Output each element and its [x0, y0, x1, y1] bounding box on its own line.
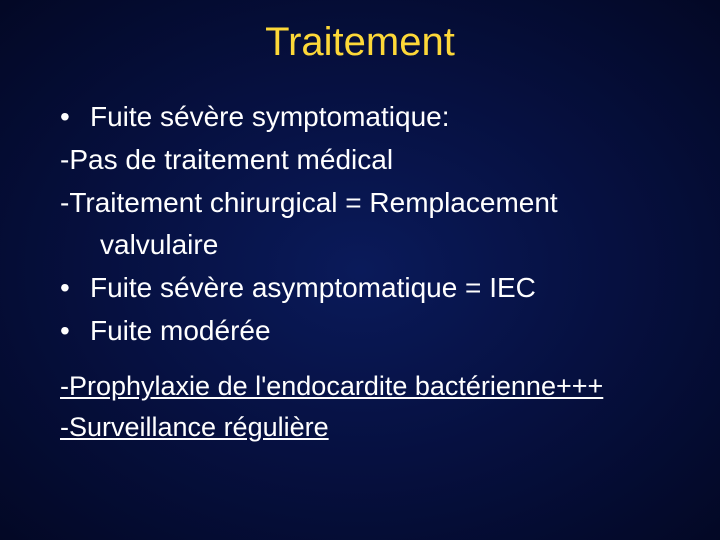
slide-title: Traitement — [50, 18, 670, 66]
dash-item: -Traitement chirurgical = Remplacement — [50, 184, 670, 222]
bullet-text: Fuite sévère symptomatique: — [90, 98, 670, 136]
footer-line: -Surveillance régulière — [50, 409, 670, 445]
slide-body: • Fuite sévère symptomatique: -Pas de tr… — [50, 98, 670, 446]
bullet-text: Fuite modérée — [90, 312, 670, 350]
bullet-item: • Fuite modérée — [50, 312, 670, 350]
bullet-dot-icon: • — [50, 312, 90, 350]
bullet-dot-icon: • — [50, 98, 90, 136]
bullet-item: • Fuite sévère asymptomatique = IEC — [50, 269, 670, 307]
bullet-dot-icon: • — [50, 269, 90, 307]
bullet-text: Fuite sévère asymptomatique = IEC — [90, 269, 670, 307]
slide: Traitement • Fuite sévère symptomatique:… — [0, 0, 720, 540]
continuation-line: valvulaire — [50, 226, 670, 264]
footer-line: -Prophylaxie de l'endocardite bactérienn… — [50, 368, 670, 404]
spacer — [50, 355, 670, 363]
bullet-item: • Fuite sévère symptomatique: — [50, 98, 670, 136]
dash-item: -Pas de traitement médical — [50, 141, 670, 179]
